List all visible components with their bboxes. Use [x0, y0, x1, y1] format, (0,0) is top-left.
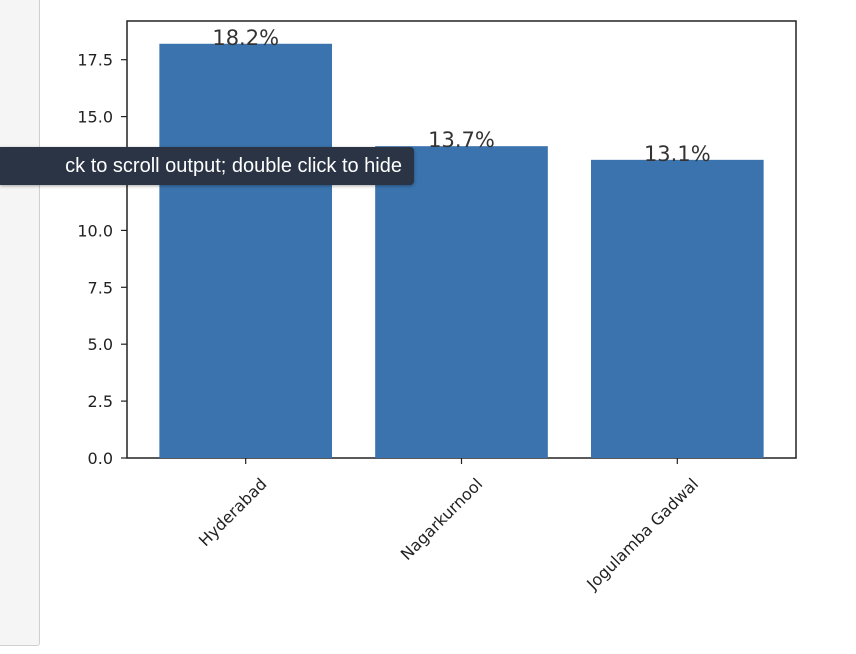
scroll-output-tooltip: ck to scroll output; double click to hid… — [0, 147, 414, 185]
data-labels: 18.2% 13.7% 13.1% — [212, 26, 710, 166]
bar-3 — [590, 159, 764, 458]
bar-1 — [159, 43, 333, 459]
tooltip-text: ck to scroll output; double click to hid… — [65, 155, 402, 177]
y-tick-label: 17.5 — [77, 51, 113, 70]
y-tick-label: 15.0 — [77, 108, 113, 127]
y-axis: 0.02.55.07.510.012.515.017.5 — [77, 51, 127, 468]
output-prompt-area[interactable] — [0, 0, 40, 646]
x-axis: Hyderabad Nagarkurnool Jogulamba Gadwal — [195, 458, 702, 594]
x-tick-label: Nagarkurnool — [397, 474, 487, 564]
data-label-2: 13.7% — [428, 128, 495, 152]
y-tick-label: 7.5 — [88, 278, 113, 297]
data-label-3: 13.1% — [644, 142, 711, 166]
bars-layer — [159, 43, 764, 459]
x-tick-label: Hyderabad — [195, 474, 271, 550]
y-tick-label: 5.0 — [88, 335, 113, 354]
y-tick-label: 0.0 — [88, 449, 113, 468]
bar-2 — [375, 146, 548, 458]
x-tick-label: Jogulamba Gadwal — [582, 474, 702, 594]
data-label-1: 18.2% — [212, 26, 279, 50]
y-tick-label: 2.5 — [88, 392, 113, 411]
y-tick-label: 10.0 — [77, 221, 113, 240]
